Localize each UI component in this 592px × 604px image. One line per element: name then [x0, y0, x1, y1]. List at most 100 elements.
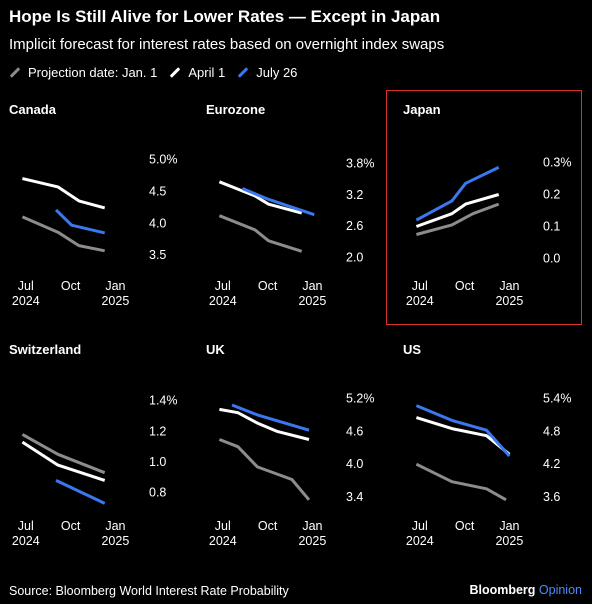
legend-label-jul: July 26 — [256, 64, 298, 80]
x-tick-label-canada-0-1: 2024 — [12, 294, 40, 308]
series-line-switzerland-jan — [21, 433, 106, 475]
series-line-japan-apr — [415, 193, 500, 228]
x-tick-label-canada-2-1: 2025 — [101, 294, 129, 308]
x-tick-label-canada-0-0: Jul — [18, 279, 34, 293]
x-tick-label-uk-2-0: Jan — [302, 519, 322, 533]
legend-label-apr: April 1 — [188, 64, 226, 80]
chart-panel-us: US 5.4% 4.8 4.2 3.6 Jul 2024 Oct Jan 2025 — [394, 338, 584, 558]
series-line-japan-jul — [415, 166, 500, 222]
brand-logo: Bloomberg Opinion — [469, 583, 582, 597]
x-tick-label-switzerland-0-0: Jul — [18, 519, 34, 533]
y-tick-label-eurozone-3: 2.0 — [346, 251, 363, 265]
x-tick-label-uk-0-0: Jul — [215, 519, 231, 533]
x-tick-label-switzerland-0-1: 2024 — [12, 534, 40, 548]
x-tick-label-japan-2-1: 2025 — [495, 294, 523, 308]
legend-swatch-apr — [170, 66, 181, 78]
series-line-canada-jul — [54, 208, 106, 235]
y-tick-label-canada-3: 3.5 — [149, 248, 166, 262]
panel-title-switzerland: Switzerland — [9, 342, 81, 357]
y-tick-label-switzerland-1: 1.2 — [149, 424, 166, 438]
y-tick-label-us-3: 3.6 — [543, 490, 560, 504]
chart-panel-japan: Japan 0.3% 0.2 0.1 0.0 Jul 2024 Oct Jan 2025 — [394, 98, 584, 318]
series-line-us-jul — [415, 404, 511, 457]
x-tick-label-canada-2-0: Jan — [105, 279, 125, 293]
legend: Projection date: Jan. 1 April 1 July 26 — [9, 63, 309, 81]
series-line-uk-jan — [218, 438, 311, 501]
series-line-us-jan — [415, 462, 507, 502]
y-tick-label-switzerland-0: 1.4% — [149, 394, 178, 408]
legend-swatch-jul — [237, 66, 249, 78]
series-line-eurozone-apr — [218, 180, 303, 215]
x-tick-label-uk-2-1: 2025 — [298, 534, 326, 548]
legend-label-jan: Projection date: Jan. 1 — [28, 64, 158, 80]
chart-subtitle: Implicit forecast for interest rates bas… — [9, 36, 445, 53]
y-tick-label-canada-0: 5.0% — [149, 152, 178, 166]
series-line-uk-jul — [231, 403, 310, 432]
x-tick-label-eurozone-2-0: Jan — [302, 279, 322, 293]
x-tick-label-us-2-1: 2025 — [495, 534, 523, 548]
panel-title-canada: Canada — [9, 102, 57, 117]
series-line-switzerland-apr — [21, 440, 106, 482]
japan-highlight-box — [386, 90, 582, 325]
chart-panel-uk: UK 5.2% 4.6 4.0 3.4 Jul 2024 Oct Jan 2025 — [197, 338, 387, 558]
source-note: Source: Bloomberg World Interest Rate Pr… — [9, 584, 289, 598]
y-tick-label-japan-0: 0.3% — [543, 156, 572, 170]
series-line-switzerland-jul — [55, 479, 106, 505]
legend-item-jan: Projection date: Jan. 1 — [9, 65, 157, 80]
x-tick-label-japan-0-1: 2024 — [406, 294, 434, 308]
y-tick-label-japan-1: 0.2 — [543, 188, 560, 202]
x-tick-label-us-0-0: Jul — [412, 519, 428, 533]
x-tick-label-eurozone-1-0: Oct — [258, 279, 278, 293]
x-tick-label-japan-1-0: Oct — [455, 279, 475, 293]
y-tick-label-uk-1: 4.6 — [346, 424, 363, 438]
panel-title-japan: Japan — [403, 102, 441, 117]
panel-title-eurozone: Eurozone — [206, 102, 265, 117]
chart-panel-eurozone: Eurozone 3.8% 3.2 2.6 2.0 Jul 2024 Oct Jan 2025 — [197, 98, 387, 318]
y-tick-label-japan-3: 0.0 — [543, 251, 560, 265]
series-line-eurozone-jul — [241, 187, 315, 217]
y-tick-label-eurozone-1: 3.2 — [346, 188, 363, 202]
x-tick-label-us-1-0: Oct — [455, 519, 475, 533]
y-tick-label-canada-1: 4.5 — [149, 184, 166, 198]
x-tick-label-eurozone-2-1: 2025 — [298, 294, 326, 308]
chart-panel-switzerland: Switzerland 1.4% 1.2 1.0 0.8 Jul 2024 Oct Jan 202… — [0, 338, 190, 558]
series-line-canada-apr — [22, 177, 106, 210]
chart-title: Hope Is Still Alive for Lower Rates — Ex… — [9, 7, 441, 26]
x-tick-label-switzerland-1-0: Oct — [61, 519, 81, 533]
y-tick-label-uk-2: 4.0 — [346, 457, 363, 471]
x-tick-label-eurozone-0-0: Jul — [215, 279, 231, 293]
series-line-uk-apr — [219, 407, 310, 441]
panel-title-uk: UK — [206, 342, 225, 357]
y-tick-label-switzerland-2: 1.0 — [149, 455, 166, 469]
brand-accent: Opinion — [538, 583, 582, 597]
x-tick-label-switzerland-2-0: Jan — [105, 519, 125, 533]
legend-item-apr: April 1 — [169, 65, 225, 80]
y-tick-label-us-2: 4.2 — [543, 457, 560, 471]
y-tick-label-eurozone-0: 3.8% — [346, 156, 375, 170]
series-line-japan-jan — [416, 202, 500, 236]
panel-title-us: US — [403, 342, 421, 357]
y-tick-label-uk-0: 5.2% — [346, 391, 375, 405]
brand-name: Bloomberg — [469, 583, 536, 597]
y-tick-label-us-0: 5.4% — [543, 391, 572, 405]
y-tick-label-canada-2: 4.0 — [149, 216, 166, 230]
y-tick-label-uk-3: 3.4 — [346, 490, 363, 504]
y-tick-label-switzerland-3: 0.8 — [149, 486, 166, 500]
series-line-canada-jan — [21, 215, 105, 253]
x-tick-label-canada-1-0: Oct — [61, 279, 81, 293]
x-tick-label-japan-0-0: Jul — [412, 279, 428, 293]
series-line-eurozone-jan — [218, 214, 303, 253]
y-tick-label-japan-2: 0.1 — [543, 219, 560, 233]
x-tick-label-uk-0-1: 2024 — [209, 534, 237, 548]
y-tick-label-eurozone-2: 2.6 — [346, 219, 363, 233]
chart-panel-canada: Canada 5.0% 4.5 4.0 3.5 Jul 2024 Oct Jan 2025 — [0, 98, 190, 318]
x-tick-label-switzerland-2-1: 2025 — [101, 534, 129, 548]
x-tick-label-us-0-1: 2024 — [406, 534, 434, 548]
y-tick-label-us-1: 4.8 — [543, 424, 560, 438]
